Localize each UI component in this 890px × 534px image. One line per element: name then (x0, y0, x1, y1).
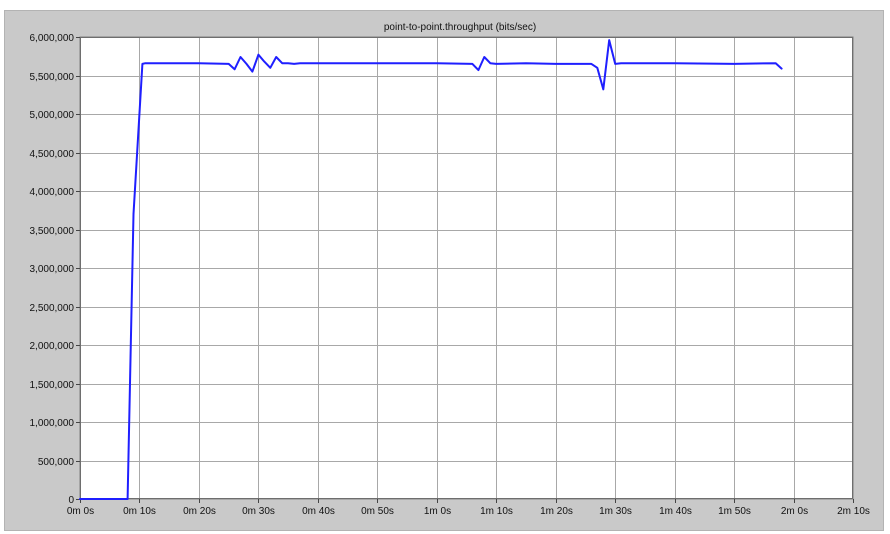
data-point (168, 62, 170, 64)
x-tick-label: 1m 50s (718, 506, 751, 517)
x-tick-label: 1m 40s (659, 506, 692, 517)
data-point (287, 62, 289, 64)
data-point (471, 63, 473, 65)
data-point (269, 67, 271, 69)
y-tick-label: 2,000,000 (30, 341, 75, 352)
y-tick-label: 6,000,000 (30, 33, 75, 44)
data-point (733, 63, 735, 65)
data-point (251, 71, 253, 73)
x-tick-label: 0m 20s (183, 506, 216, 517)
data-point (234, 68, 236, 70)
data-point (620, 62, 622, 64)
y-tick-label: 3,500,000 (30, 226, 75, 237)
throughput-chart: point-to-point.throughput (bits/sec) 0 50… (30, 22, 870, 517)
y-tick-label: 4,000,000 (30, 187, 75, 198)
data-point (489, 62, 491, 64)
chart-frame: point-to-point.throughput (bits/sec) 0 50… (4, 10, 884, 531)
data-point (246, 63, 248, 65)
y-tick-label: 1,000,000 (30, 418, 75, 429)
data-point (614, 63, 616, 65)
data-point (317, 62, 319, 64)
x-tick-label: 0m 50s (361, 506, 394, 517)
data-point (436, 62, 438, 64)
plot-border (80, 37, 853, 499)
data-point (376, 62, 378, 64)
y-tick-label: 4,500,000 (30, 149, 75, 160)
data-point (281, 62, 283, 64)
data-point (608, 39, 610, 41)
y-tick-label: 3,000,000 (30, 264, 75, 275)
x-tick-label: 0m 10s (123, 506, 156, 517)
x-tick-label: 1m 20s (540, 506, 573, 517)
data-point (198, 62, 200, 64)
data-point (596, 67, 598, 69)
data-point (79, 498, 81, 500)
y-tick-label: 2,500,000 (30, 303, 75, 314)
data-point (602, 88, 604, 90)
x-tick-label: 2m 0s (781, 506, 808, 517)
data-point (477, 69, 479, 71)
data-point (144, 62, 146, 64)
data-point (263, 61, 265, 63)
x-tick-label: 1m 0s (424, 506, 451, 517)
x-tick-label: 1m 10s (480, 506, 513, 517)
x-tick-label: 2m 10s (837, 506, 870, 517)
data-point (555, 63, 557, 65)
data-point (525, 62, 527, 64)
data-point (141, 63, 143, 65)
data-point (275, 56, 277, 58)
y-tick-label: 5,500,000 (30, 72, 75, 83)
data-point (133, 213, 135, 215)
series-line-0 (79, 39, 783, 500)
data-point (293, 63, 295, 65)
x-tick-label: 1m 30s (599, 506, 632, 517)
data-point (299, 62, 301, 64)
x-tick-label: 0m 30s (242, 506, 275, 517)
data-point (495, 63, 497, 65)
data-point (257, 54, 259, 56)
data-point (775, 62, 777, 64)
y-tick-label: 500,000 (38, 457, 75, 468)
data-point (674, 62, 676, 64)
x-tick-label: 0m 40s (302, 506, 335, 517)
data-point (228, 63, 230, 65)
data-point (483, 56, 485, 58)
chart-title: point-to-point.throughput (bits/sec) (384, 22, 536, 33)
data-point (644, 62, 646, 64)
y-tick-label: 5,000,000 (30, 110, 75, 121)
data-point (590, 63, 592, 65)
y-tick-label: 1,500,000 (30, 380, 75, 391)
data-point (127, 498, 129, 500)
data-point (781, 68, 783, 70)
data-point (240, 56, 242, 58)
y-tick-label: 0 (68, 495, 74, 506)
x-tick-label: 0m 0s (67, 506, 94, 517)
